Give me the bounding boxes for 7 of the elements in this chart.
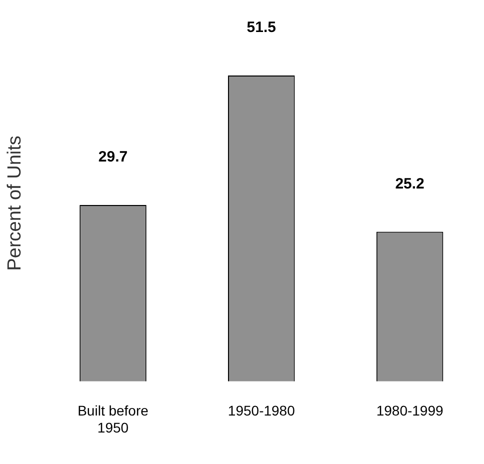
data-label: 29.7 [98,148,128,166]
x-tick-label: 1950-1980 [228,402,296,419]
x-tick-label: Built before 1950 [78,402,149,436]
data-label: 25.2 [395,175,424,192]
x-tick-label: 1980-1999 [376,402,444,419]
y-axis-title: Percent of Units [4,136,26,271]
data-label: 51.5 [246,19,276,36]
